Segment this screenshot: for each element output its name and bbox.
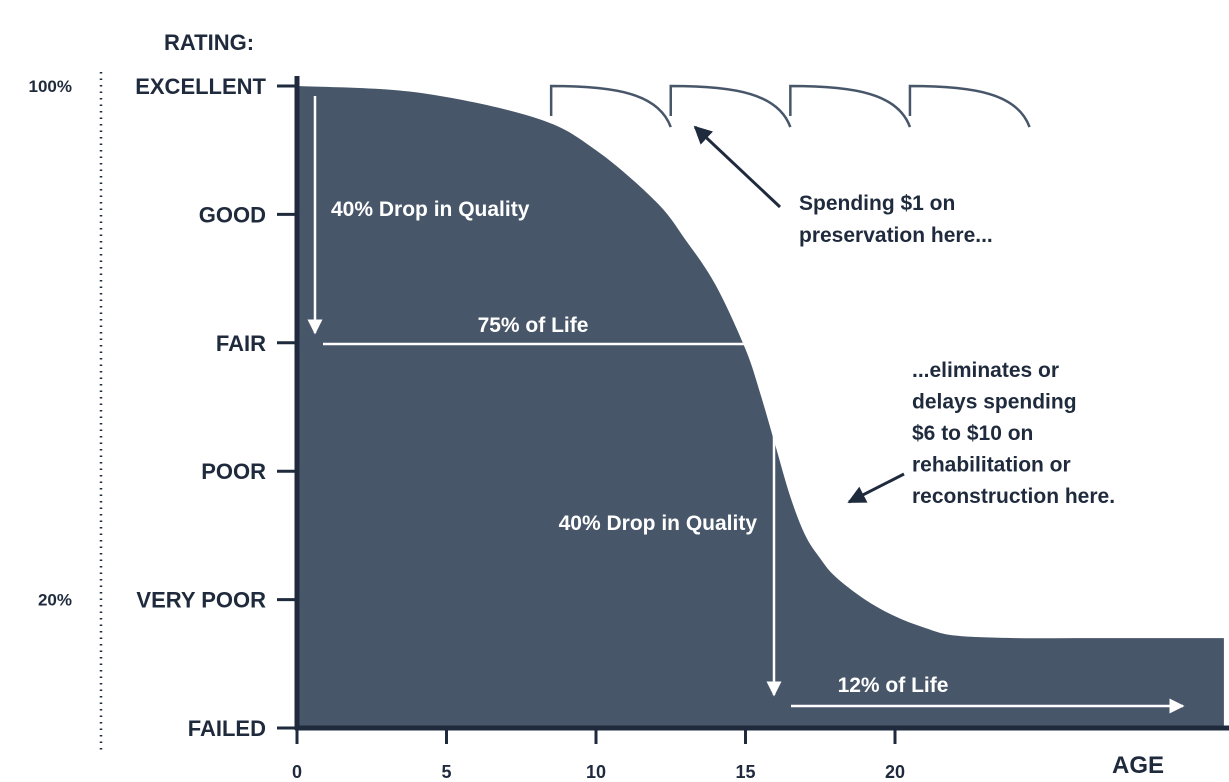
y-axis-title: RATING:: [164, 30, 254, 55]
preservation-cycle-4: [908, 84, 1031, 128]
preservation-cycle-3: [789, 84, 912, 128]
axes: [294, 76, 1229, 731]
rehabilitation-arrow: [847, 472, 905, 504]
x-tick-label: 15: [735, 762, 755, 782]
annotation-rehabilitation-line: ...eliminates or: [912, 359, 1059, 382]
preservation-cycles: [549, 84, 1031, 128]
annotation-rehabilitation-line: reconstruction here.: [912, 485, 1115, 508]
annotations: 40% Drop in Quality 75% of Life 40% Drop i…: [307, 96, 1185, 714]
y-percent-label: 100%: [29, 77, 72, 96]
y-tick-label: FAILED: [188, 716, 266, 741]
annotation-rehabilitation-line: rehabilitation or: [912, 454, 1071, 477]
x-tick-label: 20: [885, 762, 905, 782]
x-tick-label: 10: [586, 762, 606, 782]
preservation-cycle-2: [669, 84, 792, 128]
preservation-cycle-1: [549, 84, 672, 128]
x-tick-label: 0: [292, 762, 302, 782]
annotation-preservation-line: Spending $1 on: [799, 192, 955, 215]
annotation-drop-quality-2: 40% Drop in Quality: [559, 512, 758, 535]
condition-curve-area: [297, 86, 1224, 728]
x-axis-title: AGE: [1112, 752, 1164, 779]
y-percent-label: 20%: [38, 591, 72, 610]
annotation-rehabilitation-line: delays spending: [912, 391, 1077, 414]
annotation-preservation-line: preservation here...: [799, 224, 993, 247]
preservation-arrow: [693, 125, 782, 209]
y-tick-label: POOR: [201, 459, 266, 484]
annotation-life-75: 75% of Life: [478, 314, 589, 337]
x-tick-label: 5: [441, 762, 451, 782]
y-tick-label: FAIR: [216, 331, 266, 356]
y-tick-label: GOOD: [199, 202, 266, 227]
annotation-rehabilitation-line: $6 to $10 on: [912, 422, 1033, 445]
y-tick-label: EXCELLENT: [135, 74, 266, 99]
annotation-life-12: 12% of Life: [838, 674, 949, 697]
tick-labels: FAILED VERY POOR POOR FAIR GOOD EXCELLENT 100%…: [29, 30, 1164, 782]
y-tick-label: VERY POOR: [136, 588, 266, 613]
area-layer: [297, 86, 1224, 728]
annotation-drop-quality-1: 40% Drop in Quality: [331, 198, 530, 221]
